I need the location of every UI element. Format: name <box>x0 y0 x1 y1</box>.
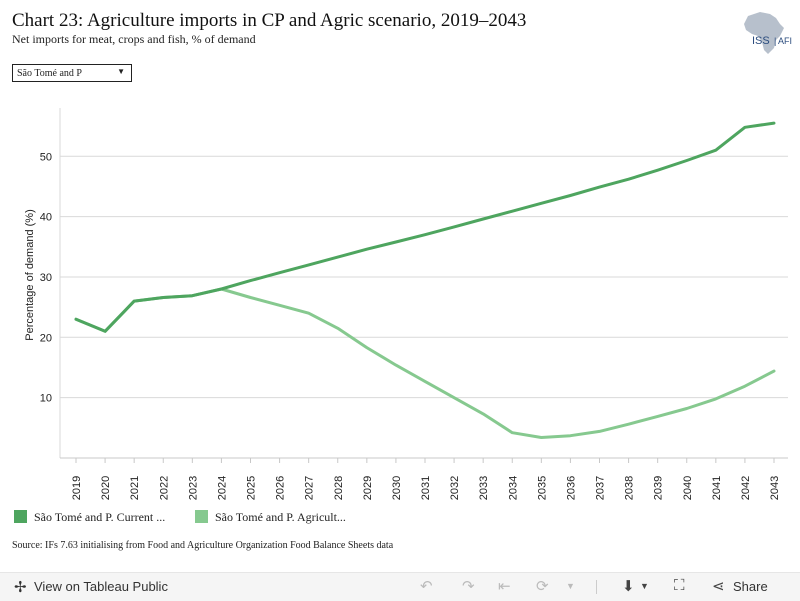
x-tick-label: 2020 <box>100 476 112 500</box>
view-on-tableau-link[interactable]: View on Tableau Public <box>34 579 168 594</box>
country-filter-value: São Tomé and P <box>17 68 82 79</box>
redo-icon[interactable]: ↷ <box>462 578 475 595</box>
tableau-icon: ✢ <box>14 579 27 596</box>
x-tick-label: 2034 <box>507 476 519 500</box>
grid-lines <box>60 155 788 399</box>
refresh-menu-chevron-icon[interactable]: ▼ <box>566 581 575 591</box>
x-tick-label: 2032 <box>449 476 461 500</box>
series-line <box>74 287 776 439</box>
tableau-footer: ✢ View on Tableau Public ↶ ↷ ⇤ ⟳ ▼ ⬇ ▼ ⛶… <box>0 572 800 601</box>
y-axis: 10 20 30 40 50 <box>40 108 61 458</box>
series-lines <box>74 121 776 439</box>
chart-subtitle: Net imports for meat, crops and fish, % … <box>12 32 256 46</box>
x-tick-label: 2042 <box>740 476 752 500</box>
x-tick-label: 2030 <box>391 476 403 500</box>
x-tick-label: 2041 <box>711 476 723 500</box>
x-tick-label: 2037 <box>595 476 607 500</box>
fullscreen-icon[interactable]: ⛶ <box>674 577 685 594</box>
chart-title: Chart 23: Agriculture imports in CP and … <box>12 10 527 31</box>
y-tick-label: 10 <box>40 393 52 405</box>
revert-icon[interactable]: ⇤ <box>498 578 511 595</box>
legend-swatch <box>195 510 208 523</box>
x-tick-label: 2029 <box>362 476 374 500</box>
x-tick-label: 2028 <box>333 476 345 500</box>
svg-text:|: | <box>774 36 776 46</box>
x-tick-label: 2039 <box>653 476 665 500</box>
x-tick-label: 2038 <box>624 476 636 500</box>
share-icon[interactable]: ⋖ <box>712 578 725 595</box>
source-note: Source: IFs 7.63 initialising from Food … <box>12 540 394 551</box>
x-tick-label: 2036 <box>565 476 577 500</box>
x-tick-label: 2023 <box>187 476 199 500</box>
legend-swatch <box>14 510 27 523</box>
y-tick-label: 40 <box>40 212 52 224</box>
x-tick-label: 2026 <box>275 476 287 500</box>
x-axis: 2019 2020 2021 2022 2023 2024 2025 2026 2027 2028… <box>60 457 788 500</box>
logo-text: ISS <box>752 35 770 47</box>
download-menu-chevron-icon[interactable]: ▼ <box>640 581 649 591</box>
x-tick-label: 2031 <box>420 476 432 500</box>
x-tick-label: 2043 <box>769 476 781 500</box>
undo-icon[interactable]: ↶ <box>420 578 433 595</box>
logo-suffix: AFI <box>778 36 792 46</box>
x-tick-label: 2040 <box>682 476 694 500</box>
chevron-down-icon: ▼ <box>117 67 125 76</box>
x-tick-label: 2024 <box>216 476 228 500</box>
y-tick-label: 30 <box>40 272 52 284</box>
y-tick-label: 20 <box>40 332 52 344</box>
x-tick-label: 2019 <box>71 476 83 500</box>
x-tick-label: 2022 <box>158 476 170 500</box>
share-button[interactable]: Share <box>733 579 768 594</box>
refresh-icon[interactable]: ⟳ <box>536 578 549 595</box>
x-tick-label: 2025 <box>246 476 258 500</box>
series-line <box>74 121 776 333</box>
x-tick-label: 2027 <box>304 476 316 500</box>
y-tick-label: 50 <box>40 151 52 163</box>
x-tick-label: 2033 <box>478 476 490 500</box>
x-tick-label: 2021 <box>129 476 141 500</box>
country-filter-dropdown[interactable]: São Tomé and P ▼ <box>12 64 132 82</box>
y-axis-label: Percentage of demand (%) <box>24 209 36 340</box>
legend-label: São Tomé and P. Agricult... <box>215 510 346 524</box>
legend-label: São Tomé and P. Current ... <box>34 510 166 524</box>
iss-africa-logo: ISS | AFI <box>744 12 792 54</box>
download-icon[interactable]: ⬇ <box>622 578 635 595</box>
x-tick-label: 2035 <box>536 476 548 500</box>
